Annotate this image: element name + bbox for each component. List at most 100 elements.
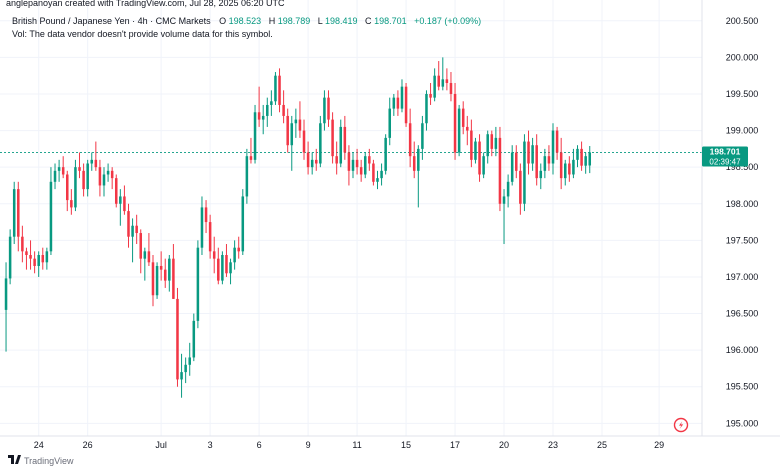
candle [347, 145, 351, 186]
candle [45, 247, 49, 270]
candle-body [572, 159, 575, 175]
candle-body [437, 75, 440, 87]
price-tick-label: 195.500 [726, 382, 759, 392]
candle [41, 247, 45, 270]
candle-body [404, 86, 408, 124]
candle-body [237, 247, 240, 252]
price-tick-label: 197.000 [726, 272, 759, 282]
candle-body [139, 233, 143, 259]
time-axis[interactable]: 24 26 Jul 3 6 9 11 15 17 20 23 25 29 [34, 440, 664, 450]
candle [98, 159, 102, 197]
last-price-value: 198.701 [710, 146, 741, 156]
candle [57, 159, 61, 182]
candle [302, 119, 306, 160]
candle [196, 240, 200, 329]
candle-body [339, 126, 343, 164]
candle-body [421, 123, 424, 149]
candle [568, 156, 571, 182]
tradingview-brand: TradingView [24, 456, 74, 466]
candle-body [33, 258, 36, 266]
candle [417, 145, 420, 208]
candle [457, 104, 461, 157]
candle [396, 90, 400, 116]
candle-body [257, 112, 261, 120]
candle-body [82, 170, 85, 190]
candle [119, 189, 122, 226]
candle [176, 287, 179, 387]
candle-body [302, 130, 306, 153]
candle-body [486, 134, 489, 157]
last-price-box [702, 146, 748, 167]
candle [314, 148, 318, 171]
candle-body [217, 258, 220, 281]
candle [217, 247, 220, 285]
candle [335, 141, 338, 175]
candle-body [282, 104, 285, 116]
candle [433, 68, 436, 102]
candle-body [306, 152, 310, 168]
candle-body [515, 152, 518, 171]
candle [445, 68, 449, 91]
candle [584, 152, 587, 174]
symbol-title[interactable]: British Pound / Japanese Yen · 4h · CMC … [12, 16, 211, 26]
close-value: 198.701 [374, 16, 407, 26]
candle-body [61, 167, 65, 175]
candle [515, 145, 518, 179]
candle-body [25, 251, 28, 255]
candle-body [290, 123, 294, 146]
candle [147, 233, 151, 266]
change-value: +0.187 (+0.09%) [414, 16, 481, 26]
candle [204, 200, 208, 234]
candle [4, 262, 8, 352]
price-tick-label: 195.000 [726, 418, 759, 428]
candle-body [127, 211, 130, 237]
volume-note: Vol: The data vendor doesn't provide vol… [12, 29, 273, 39]
candle-body [135, 225, 138, 234]
candle-body [176, 298, 179, 380]
candle-body [388, 108, 392, 138]
candle [143, 247, 147, 281]
candle [580, 141, 583, 171]
candle-body [580, 148, 583, 166]
high-value: 198.789 [278, 16, 311, 26]
candle [127, 203, 130, 248]
low-label: L [318, 16, 323, 26]
snapshot-icon[interactable] [673, 417, 689, 433]
candle-body [510, 152, 514, 182]
candle-body [368, 156, 371, 164]
candle [437, 61, 440, 91]
candle [123, 185, 126, 215]
candle [155, 262, 159, 299]
candle-body [4, 278, 8, 310]
candle-body [474, 141, 477, 160]
candle [343, 115, 347, 160]
price-axis[interactable]: 195.000 195.500 196.000 196.500 197.000 197.5… [726, 16, 759, 429]
candle [180, 353, 183, 398]
time-tick-label: 25 [597, 440, 607, 450]
candle [543, 148, 547, 179]
candle-body [90, 159, 94, 164]
price-tick-label: 196.500 [726, 309, 759, 319]
candle-body [478, 141, 481, 175]
time-tick-label: 29 [654, 440, 664, 450]
candle-body [576, 148, 579, 160]
candle [527, 130, 530, 175]
candle [339, 119, 343, 168]
candle-body [188, 357, 191, 365]
candle-body [225, 254, 228, 274]
candle-body [266, 104, 269, 116]
candle [266, 97, 269, 127]
price-tick-label: 198.000 [726, 199, 759, 209]
tradingview-logo[interactable]: TradingView [8, 455, 74, 466]
candle-body [163, 269, 167, 281]
candle-body [527, 141, 530, 164]
time-tick-label: 15 [401, 440, 411, 450]
candle-body [461, 108, 465, 127]
candle-body [539, 170, 543, 179]
candle [229, 258, 232, 285]
candle [33, 251, 36, 274]
candle [37, 251, 40, 277]
candle-body [470, 130, 473, 160]
candle-body [310, 159, 314, 168]
candle-body [494, 137, 498, 149]
